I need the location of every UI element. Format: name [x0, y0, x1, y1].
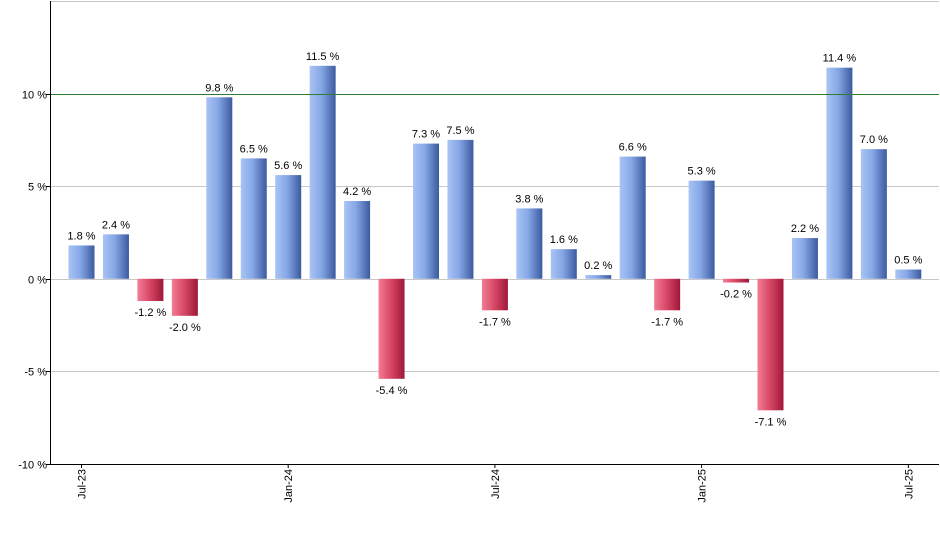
x-tick-label: Jan-25 [697, 469, 709, 503]
bar-jun-24 [447, 139, 474, 279]
bar-jan-25 [688, 180, 715, 279]
bar-mar-25 [757, 278, 784, 411]
data-label: 7.3 % [412, 129, 440, 141]
y-tick-label: -10 % [18, 460, 47, 472]
data-label: -7.1 % [755, 416, 787, 428]
data-label: -1.7 % [479, 316, 511, 328]
bar-aug-23 [102, 234, 129, 279]
data-label: -5.4 % [376, 385, 408, 397]
bar-dec-23 [240, 158, 267, 279]
y-tick-label: 10 % [22, 90, 47, 102]
bars [68, 65, 922, 411]
bar-jun-25 [860, 149, 887, 279]
bar-jan-24 [275, 175, 302, 279]
data-label: 0.2 % [584, 260, 612, 272]
bar-jul-23 [68, 245, 95, 279]
data-label: -2.0 % [169, 322, 201, 334]
x-tick-label: Jul-23 [77, 469, 89, 499]
bar-oct-24 [585, 275, 612, 279]
bar-feb-24 [309, 65, 336, 279]
x-tick-label: Jan-24 [283, 469, 295, 503]
data-label: 11.4 % [823, 53, 857, 65]
data-label: 4.2 % [343, 186, 371, 198]
bar-jul-24 [481, 278, 508, 311]
data-label: 0.5 % [894, 255, 922, 267]
bar-may-24 [413, 143, 439, 279]
data-label: 9.8 % [205, 82, 233, 94]
bar-apr-25 [791, 238, 818, 279]
y-tick-label: 5 % [28, 182, 47, 194]
bar-feb-25 [723, 278, 750, 283]
data-label: 2.2 % [791, 223, 819, 235]
data-label: 7.5 % [446, 125, 474, 137]
x-tick-label: Jul-25 [903, 469, 915, 499]
x-tick-label: Jul-24 [490, 469, 502, 499]
y-tick-label: -5 % [24, 367, 47, 379]
bar-jul-25 [895, 269, 922, 279]
data-label: 11.5 % [306, 51, 340, 63]
y-tick-label: 0 % [28, 275, 47, 287]
data-label: 6.5 % [240, 143, 268, 155]
data-label: 1.6 % [550, 234, 578, 246]
bar-apr-24 [378, 278, 405, 379]
bar-sep-24 [550, 249, 577, 279]
data-label: 3.8 % [515, 193, 543, 205]
bar-sep-23 [137, 278, 164, 302]
data-label: 5.6 % [274, 160, 302, 172]
data-label: -1.7 % [651, 316, 683, 328]
data-label: 5.3 % [688, 166, 716, 178]
data-label: 2.4 % [102, 219, 130, 231]
data-label: 7.0 % [860, 134, 888, 146]
data-label: -1.2 % [135, 307, 167, 319]
bar-aug-24 [516, 208, 543, 279]
bar-oct-23 [171, 278, 198, 316]
data-label: -0.2 % [720, 289, 752, 301]
bar-mar-24 [344, 201, 371, 279]
data-label: 6.6 % [619, 142, 647, 154]
bar-may-25 [826, 67, 853, 279]
data-labels: 1.8 % 2.4 % -1.2 %-2.0 % 9.8 % 6.5 % 5.6 % 11.… [67, 51, 922, 428]
axes: 10 % 5 % 0 % -5 % -10 % Jul-23 Jan-24 Jul-24 Jan… [18, 1, 939, 503]
bar-nov-23 [206, 97, 233, 279]
data-label: 1.8 % [67, 230, 95, 242]
bar-dec-24 [654, 278, 681, 311]
bar-nov-24 [619, 156, 646, 279]
